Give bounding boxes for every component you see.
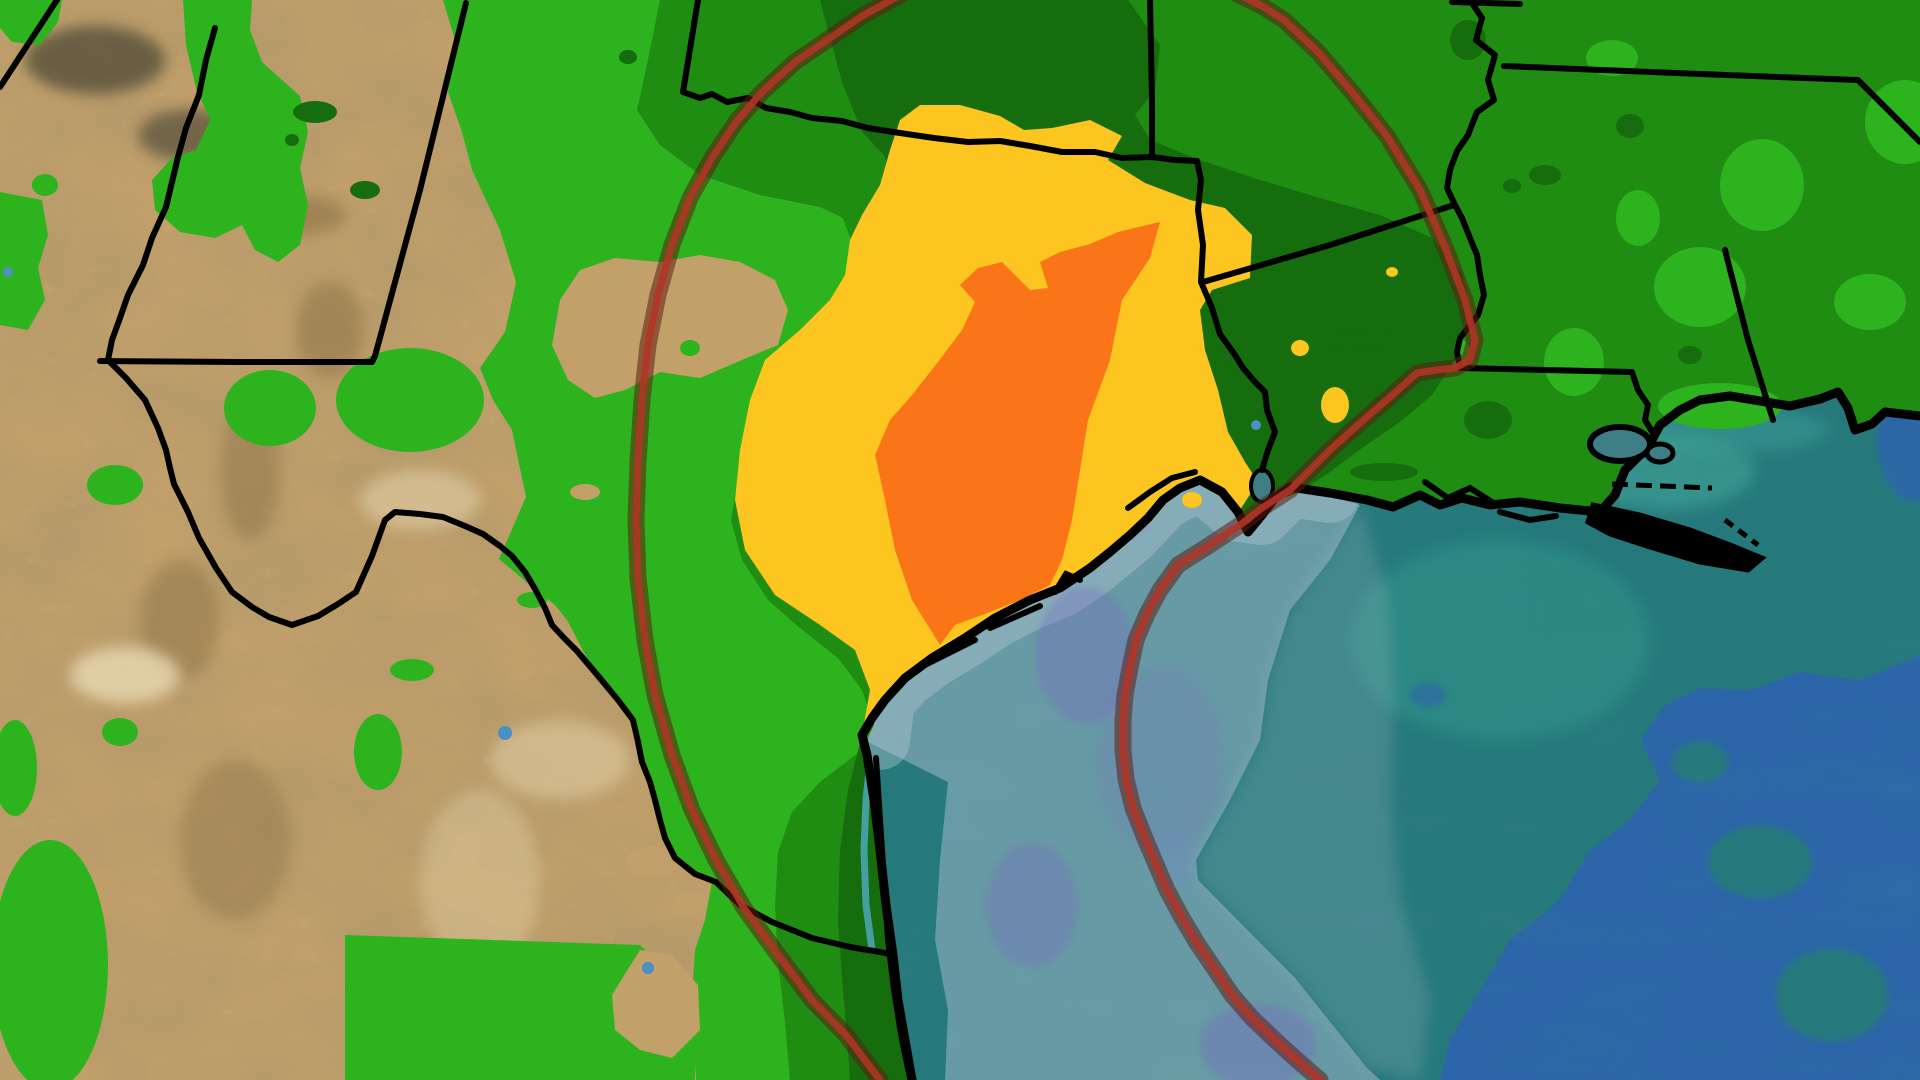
surge-overlay-purple: [1035, 587, 1135, 723]
dark-green-blob: [1529, 165, 1561, 185]
terrain-islet: [673, 892, 707, 912]
dark-green-blob: [293, 101, 337, 123]
green-patch: [152, 0, 308, 262]
lake-borgne: [1644, 441, 1676, 465]
ok-ar-border: [1147, 0, 1155, 160]
green-bright-patch: [1654, 247, 1746, 327]
marsh-edge: [1422, 479, 1495, 505]
ms-al-border-upper: [1855, 77, 1920, 145]
surge-overlay-purple: [1200, 1003, 1316, 1080]
green-patch: [0, 840, 108, 1080]
dark-green-blob: [1503, 179, 1521, 193]
dark-green-blob: [1464, 401, 1512, 439]
mississippi-delta: [1585, 502, 1767, 573]
dark-green-blob: [619, 50, 637, 64]
barrier-islands-ms-sound: [1611, 481, 1713, 491]
marsh-edge: [1125, 469, 1198, 511]
mountain-shade: [420, 790, 540, 970]
precip-level5-region: [875, 222, 1160, 645]
toledo-bend-reservoir: [1251, 420, 1261, 430]
lake-pontchartrain: [1587, 424, 1653, 464]
green-bright-patch: [1834, 274, 1906, 330]
mexico-terrain-pocket: [612, 950, 700, 1058]
tx-ar-border: [1194, 158, 1206, 285]
ok-panhandle-border: [680, 0, 701, 95]
coastal-spit: [922, 637, 978, 668]
laguna-madre: [860, 758, 876, 954]
dark-green-blob: [1616, 114, 1644, 138]
mountain-shade: [180, 760, 290, 920]
dark-green-blob: [285, 134, 299, 146]
green-bright-patch: [1720, 139, 1804, 231]
surge-overlay-gray-feather: [1196, 505, 1430, 1080]
surge-overlay-purple: [1095, 665, 1225, 855]
precip-level1-patches-east: [1410, 40, 1920, 429]
edwards-plateau-terrain: [552, 255, 788, 398]
yellow-marsh-islet: [1182, 492, 1202, 508]
mountain-shade: [25, 26, 165, 94]
red-river-tx-ok-border: [680, 89, 1200, 164]
green-dot: [680, 340, 700, 356]
lakes: [3, 267, 1676, 974]
dark-green-blob: [350, 181, 380, 199]
mississippi-river: [1444, 0, 1498, 371]
terrain-islet: [626, 846, 678, 878]
border-top-stub: [1449, 0, 1523, 7]
nm-tx-border-east: [369, 0, 469, 365]
marsh-edge: [1497, 509, 1559, 524]
green-patch: [354, 714, 402, 790]
galveston-bay-inlet: [1052, 570, 1083, 595]
green-patch: [336, 348, 484, 452]
mountain-shade: [296, 282, 364, 378]
green-patch: [102, 718, 138, 746]
yellow-dot: [1321, 387, 1349, 423]
ar-la-border: [1200, 202, 1457, 285]
ms-al-border-lower: [1722, 247, 1776, 423]
borders-and-rivers: [0, 0, 1920, 958]
surge-overlay-purple: [986, 843, 1078, 967]
precip-level1-patches: [0, 0, 695, 1080]
forecast-cone: [627, 0, 1484, 1080]
la-ms-border: [1457, 365, 1656, 436]
terrain-highlight: [490, 720, 630, 800]
yellow-dot: [1291, 340, 1309, 356]
green-patch: [32, 174, 58, 196]
mountain-shade: [140, 560, 220, 680]
tn-ms-border: [1501, 63, 1861, 83]
green-bright-patch: [1658, 383, 1782, 429]
rio-grande-river: [105, 25, 896, 958]
dark-green-blob: [1678, 346, 1702, 364]
green-patch: [345, 935, 695, 1080]
green-patch: [224, 370, 316, 446]
green-patch: [0, 192, 48, 330]
green-bright-patch: [1616, 190, 1660, 246]
yellow-dot: [1386, 267, 1398, 277]
green-bright-patch: [1544, 328, 1604, 396]
sabine-river-tx-la-border: [1198, 279, 1278, 473]
falcon-lake: [642, 962, 654, 974]
chandeleur-islands: [1723, 518, 1760, 547]
coastal-spit: [987, 603, 1043, 631]
forecast-cone-core: [632, 0, 1479, 1080]
nm-tx-border-south: [97, 358, 375, 365]
terrain-islet: [570, 484, 600, 500]
terrain-islands: [552, 255, 788, 1058]
terrain-highlight: [360, 470, 480, 530]
corner-border-nw: [0, 0, 60, 90]
small-lake: [3, 267, 13, 277]
dark-green-blob: [1350, 463, 1418, 481]
salt-flat: [70, 647, 180, 703]
green-patch: [0, 720, 37, 816]
coast-marsh-details: [922, 469, 1559, 668]
green-patch: [390, 659, 434, 681]
lake-amistad: [498, 726, 512, 740]
precip-level3-blobs: [285, 20, 1702, 481]
dark-green-blob: [1328, 329, 1392, 349]
green-patch: [87, 465, 143, 505]
